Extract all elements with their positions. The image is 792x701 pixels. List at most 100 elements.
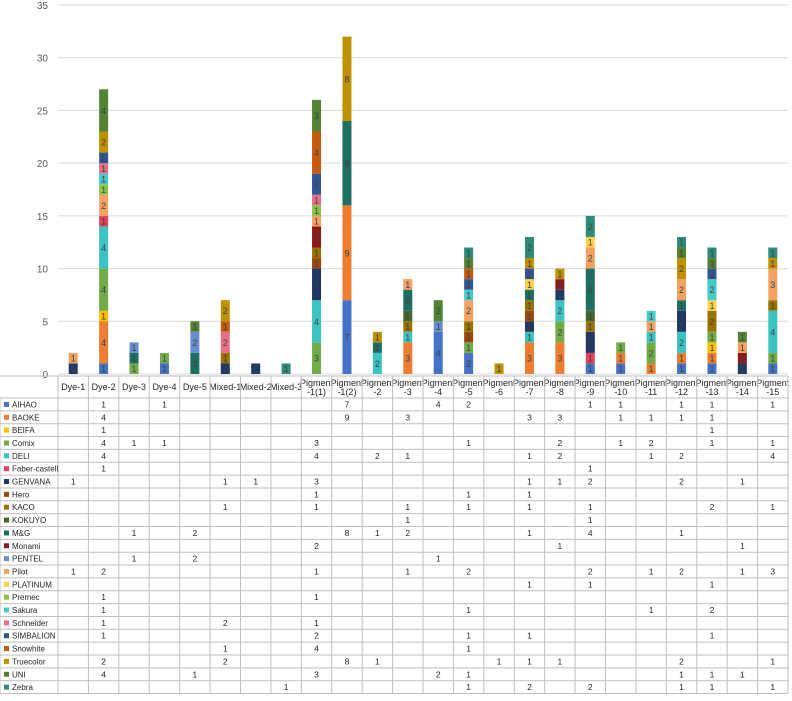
bar-segment-deli-pigment-3 xyxy=(403,331,413,343)
data-label: 2 xyxy=(649,348,654,358)
bar-segment-faber-castell-dye-2 xyxy=(99,215,109,227)
table-cell-value: 2 xyxy=(193,554,198,564)
data-label: 1 xyxy=(314,217,319,227)
category-label: Dye-4 xyxy=(152,382,176,392)
series-name-zebra: Zebra xyxy=(12,683,33,692)
legend-key-pilot xyxy=(4,568,9,574)
data-label: 2 xyxy=(375,359,380,369)
bar-segment-beifa-pigment-13 xyxy=(707,342,717,353)
bar-segment-pentel-pigment-4 xyxy=(433,321,443,332)
bar-segment-snowhite-mixed-1 xyxy=(220,321,230,332)
table-cell-value: 1 xyxy=(314,489,319,499)
data-label: 1 xyxy=(527,290,532,300)
legend-key-hero xyxy=(4,491,9,497)
bar-segment-platinum-pigment-7 xyxy=(524,279,534,290)
table-cell-value: 2 xyxy=(710,605,715,615)
data-label: 2 xyxy=(588,338,593,348)
table-cell-value: 1 xyxy=(527,502,532,512)
series-name-faber-castell: Faber-castell xyxy=(12,465,58,474)
series-name-beifa: BEIFA xyxy=(12,426,35,435)
bar-segment-uni-pigment-1-1 xyxy=(312,99,322,132)
data-label: 1 xyxy=(253,364,258,374)
bar-segment-monami-pigment-8 xyxy=(555,279,565,290)
data-label: 1 xyxy=(709,248,714,258)
table-cell-value: 2 xyxy=(679,566,684,576)
bar-segment-genvana-pigment-12 xyxy=(677,310,687,332)
data-label: 1 xyxy=(375,333,380,343)
table-cell-value: 1 xyxy=(710,399,715,409)
legend-key-m-g xyxy=(4,530,9,536)
table-cell-value: 1 xyxy=(162,438,167,448)
data-label: 4 xyxy=(588,285,593,295)
y-axis: 05101520253035 xyxy=(37,1,49,381)
table-cell-value: 1 xyxy=(527,631,532,641)
table-cell-value: 1 xyxy=(101,425,106,435)
data-label: 1 xyxy=(132,364,137,374)
table-cell-value: 2 xyxy=(558,451,563,461)
table-cell-value: 1 xyxy=(314,566,319,576)
table-cell-value: 1 xyxy=(527,579,532,589)
table-cell-value: 1 xyxy=(101,399,106,409)
series-name-genvana: GENVANA xyxy=(12,478,51,487)
series-name-monami: Monami xyxy=(12,542,41,551)
y-tick-label: 10 xyxy=(37,265,49,276)
data-label: 1 xyxy=(314,259,319,269)
table-cell-value: 4 xyxy=(101,451,106,461)
bar-segment-pilot-pigment-9 xyxy=(585,247,595,269)
bar-segment-kaco-pigment-3 xyxy=(403,321,413,332)
legend-key-beifa xyxy=(4,427,9,433)
data-label: 1 xyxy=(436,322,441,332)
bar-segment-comix-pigment-5 xyxy=(464,342,474,353)
bar-segment-baoke-pigment-7 xyxy=(524,342,534,374)
data-label: 1 xyxy=(649,333,654,343)
series-name-kaco: KACO xyxy=(12,503,35,512)
data-label: 2 xyxy=(314,180,319,190)
data-label: 1 xyxy=(709,269,714,279)
data-label: 2 xyxy=(314,232,319,242)
bar-segment-baoke-pigment-11 xyxy=(646,363,656,374)
data-label: 4 xyxy=(770,327,775,337)
data-label: 2 xyxy=(557,306,562,316)
bar-segment-aihao-pigment-12 xyxy=(677,363,687,374)
data-label: 1 xyxy=(527,269,532,279)
bar-segment-m-g-pigment-12 xyxy=(677,300,687,311)
bar-segment-zebra-pigment-15 xyxy=(768,247,778,259)
data-label: 1 xyxy=(618,343,623,353)
data-label: 4 xyxy=(101,243,106,253)
data-label: 1 xyxy=(588,238,593,248)
table-cell-value: 4 xyxy=(770,451,775,461)
table-cell-value: 1 xyxy=(770,656,775,666)
data-label: 4 xyxy=(436,348,441,358)
table-cell-value: 2 xyxy=(679,477,684,487)
bar-segment-comix-pigment-10 xyxy=(616,342,626,353)
data-label: 3 xyxy=(405,354,410,364)
table-cell-value: 4 xyxy=(101,438,106,448)
table-cell-value: 1 xyxy=(375,528,380,538)
bar-segment-monami-pigment-14 xyxy=(737,352,747,364)
series-name-kokuyo: KOKUYO xyxy=(12,516,46,525)
data-label: 1 xyxy=(466,248,471,258)
category-label: Pigment -2 xyxy=(361,378,395,397)
bar-segment-zebra-mixed-3 xyxy=(281,363,291,374)
table-cell-value: 1 xyxy=(375,656,380,666)
table-cell-value: 1 xyxy=(740,541,745,551)
table-cell-value: 2 xyxy=(405,528,410,538)
bar-segment-aihao-pigment-15 xyxy=(768,363,778,374)
data-label: 1 xyxy=(527,312,532,322)
table-cell-value: 1 xyxy=(466,644,471,654)
table-cell-value: 1 xyxy=(770,502,775,512)
data-label: 3 xyxy=(314,111,319,121)
table-cell-value: 1 xyxy=(497,656,502,666)
category-label: Pigment -11 xyxy=(635,378,669,397)
bar-segment-truecolor-pigment-15 xyxy=(768,258,778,269)
data-label: 1 xyxy=(466,269,471,279)
series-name-premec: Premec xyxy=(12,593,40,602)
table-cell-value: 2 xyxy=(558,438,563,448)
data-label: 1 xyxy=(405,333,410,343)
data-label: 1 xyxy=(314,206,319,216)
table-cell-value: 1 xyxy=(101,464,106,474)
data-label: 1 xyxy=(466,322,471,332)
table-cell-value: 8 xyxy=(345,656,350,666)
bar-segment-simbalion-pigment-1-1 xyxy=(312,173,322,195)
legend-key-kokuyo xyxy=(4,517,9,523)
